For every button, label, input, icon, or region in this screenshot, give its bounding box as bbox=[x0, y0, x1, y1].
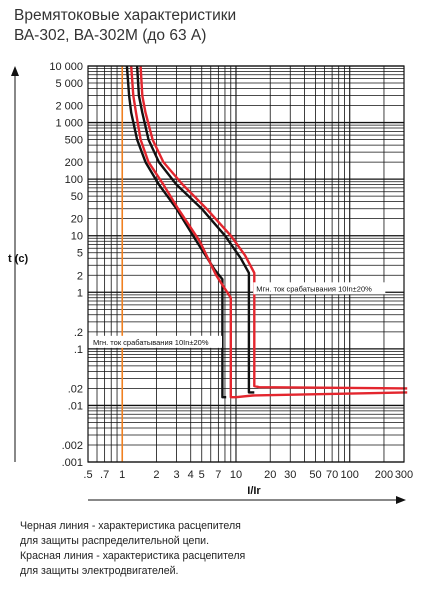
series-line-3 bbox=[130, 65, 408, 399]
y-tick-label: 100 bbox=[65, 174, 83, 186]
x-tick-label: 100 bbox=[341, 469, 359, 481]
y-tick-label: 50 bbox=[71, 191, 83, 203]
x-tick-label: .5 bbox=[83, 469, 92, 481]
x-tick-label: 200 bbox=[375, 469, 393, 481]
chart-title-line-1: Времятоковые характеристики bbox=[14, 7, 237, 24]
y-tick-label: 10 000 bbox=[49, 61, 83, 73]
y-tick-label: 1 bbox=[77, 287, 83, 299]
y-tick-label: 500 bbox=[65, 135, 83, 147]
annotation-label: Мгн. ток срабатывания 10In±20% bbox=[256, 284, 372, 293]
note-red-line-2: для защиты электродвигателей. bbox=[20, 565, 179, 577]
y-tick-label: .2 bbox=[74, 327, 83, 339]
y-tick-label: .1 bbox=[74, 344, 83, 356]
tick-label-layer: .5.7 1 2 3 4 5 7 10 20 30 50 70 100 200 300.001.002.01… bbox=[14, 61, 413, 481]
grid bbox=[87, 65, 405, 463]
x-tick-label: 70 bbox=[326, 469, 338, 481]
x-axis-label: I/Ir bbox=[247, 485, 261, 497]
x-tick-label: 4 bbox=[188, 469, 194, 481]
chart-title: Времятоковые характеристики ВА-302, ВА-3… bbox=[14, 6, 236, 46]
y-tick-label: 2 bbox=[77, 270, 83, 282]
series-line-2 bbox=[135, 65, 255, 394]
series-line-4 bbox=[139, 65, 408, 390]
y-tick-label: .002 bbox=[62, 440, 83, 452]
annotation-box bbox=[90, 335, 222, 348]
x-tick-label: 3 bbox=[173, 469, 179, 481]
y-axis-arrow bbox=[11, 66, 19, 76]
x-tick-label: 7 bbox=[215, 469, 221, 481]
y-tick-label: 20 bbox=[71, 214, 83, 226]
y-tick-label: .02 bbox=[68, 383, 83, 395]
y-tick-label: 5 000 bbox=[55, 78, 83, 90]
x-tick-label: 300 bbox=[395, 469, 413, 481]
x-tick-label: 10 bbox=[230, 469, 242, 481]
x-tick-label: 1 bbox=[119, 469, 125, 481]
annotation-layer: Мгн. ток срабатывания 10In±20% Мгн. ток с… bbox=[90, 282, 386, 348]
y-tick-label: .01 bbox=[68, 400, 83, 412]
note-black-line-1: Черная линия - характеристика расцепител… bbox=[20, 520, 241, 532]
x-tick-label: 20 bbox=[264, 469, 276, 481]
x-tick-label: 50 bbox=[309, 469, 321, 481]
series-layer bbox=[125, 65, 408, 399]
x-tick-label: .7 bbox=[100, 469, 109, 481]
x-tick-label: 5 bbox=[199, 469, 205, 481]
y-tick-label: 2 000 bbox=[55, 101, 83, 113]
legend-notes: Черная линия - характеристика расцепител… bbox=[20, 519, 245, 579]
y-tick-label: 200 bbox=[65, 157, 83, 169]
annotation-box bbox=[253, 282, 386, 295]
y-tick-label: 1 000 bbox=[55, 118, 83, 130]
annotation-label: Мгн. ток срабатывания 10In±20% bbox=[93, 338, 209, 347]
note-red-line-1: Красная линия - характеристика расцепите… bbox=[20, 550, 246, 562]
y-axis-label: t (c) bbox=[8, 253, 29, 265]
time-current-chart: Мгн. ток срабатывания 10In±20% Мгн. ток с… bbox=[8, 61, 413, 504]
y-tick-label: 10 bbox=[71, 231, 83, 243]
y-tick-label: 5 bbox=[77, 248, 83, 260]
x-tick-label: 2 bbox=[153, 469, 159, 481]
chart-title-line-2: ВА-302, ВА-302М (до 63 А) bbox=[14, 27, 207, 44]
y-tick-label: .001 bbox=[62, 457, 83, 469]
series-line-1 bbox=[125, 65, 227, 399]
x-axis-arrow bbox=[396, 496, 406, 504]
plot-frame bbox=[87, 65, 405, 463]
x-tick-label: 30 bbox=[284, 469, 296, 481]
note-black-line-2: для защиты распределительной цепи. bbox=[20, 535, 210, 547]
